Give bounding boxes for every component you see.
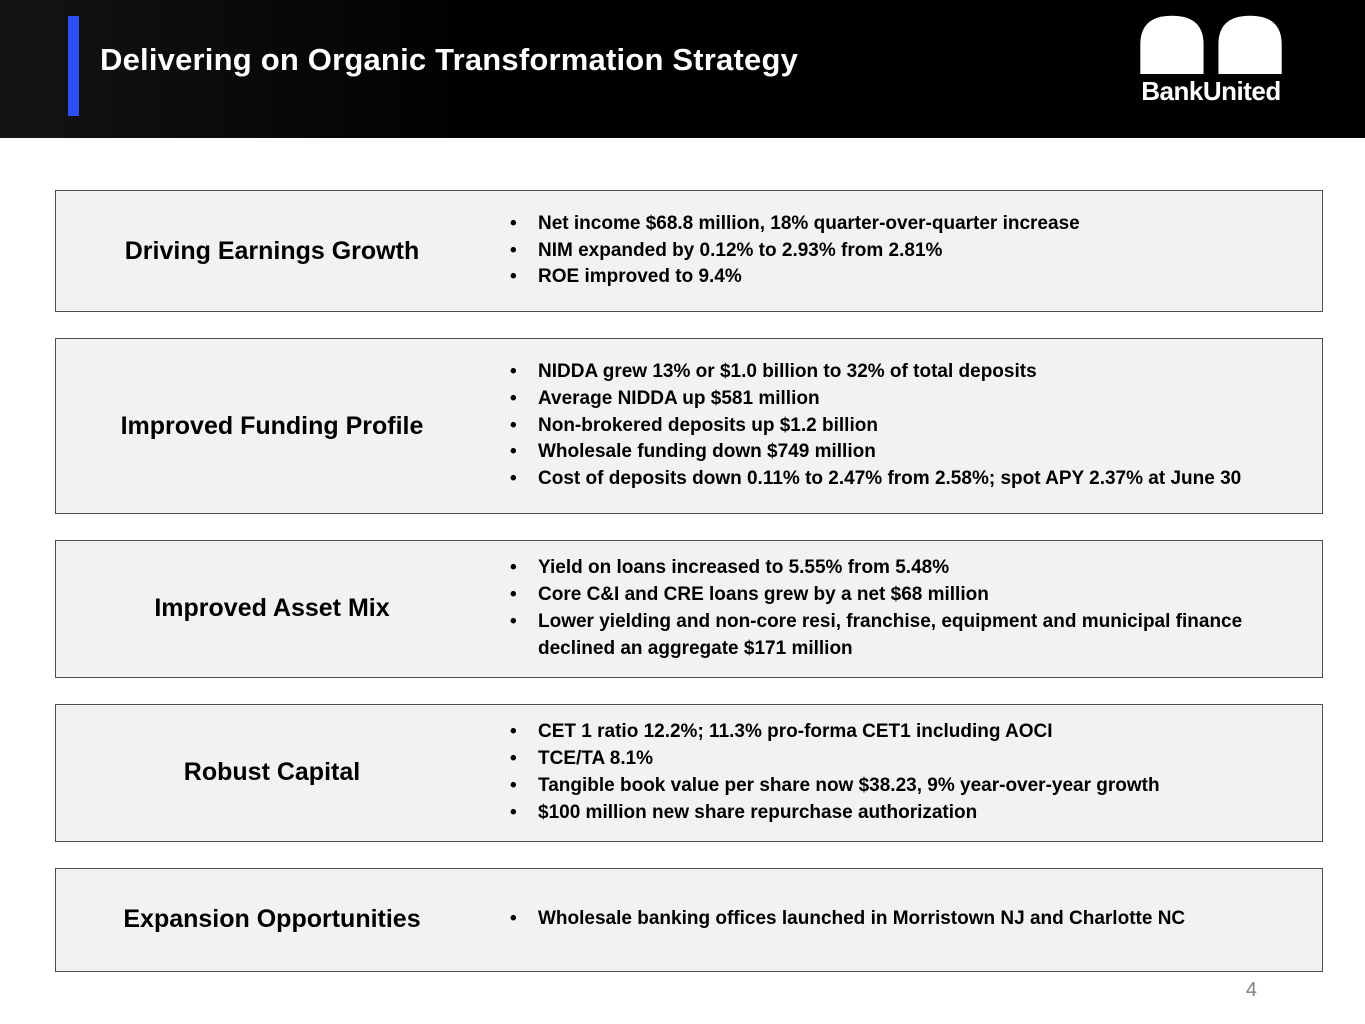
bullet-list: CET 1 ratio 12.2%; 11.3% pro-forma CET1 … <box>488 705 1322 841</box>
slide-header: Delivering on Organic Transformation Str… <box>0 0 1365 138</box>
bankunited-logo: BankUnited <box>1133 12 1289 107</box>
bullet-item: Lower yielding and non-core resi, franch… <box>502 609 1298 663</box>
section-label: Robust Capital <box>183 758 361 787</box>
section-robust-capital: Robust Capital CET 1 ratio 12.2%; 11.3% … <box>55 703 1323 842</box>
bullet-item: CET 1 ratio 12.2%; 11.3% pro-forma CET1 … <box>502 719 1298 746</box>
bullet-item: $100 million new share repurchase author… <box>502 800 1298 827</box>
bullet-item: Net income $68.8 million, 18% quarter-ov… <box>502 211 1298 238</box>
bullet-item: TCE/TA 8.1% <box>502 746 1298 773</box>
bullet-item: Wholesale banking offices launched in Mo… <box>502 906 1298 933</box>
bullet-list: Yield on loans increased to 5.55% from 5… <box>488 541 1322 677</box>
bullet-item: NIM expanded by 0.12% to 2.93% from 2.81… <box>502 238 1298 265</box>
bullet-item: ROE improved to 9.4% <box>502 264 1298 291</box>
bullet-item: NIDDA grew 13% or $1.0 billion to 32% of… <box>502 359 1298 386</box>
bullet-item: Cost of deposits down 0.11% to 2.47% fro… <box>502 466 1298 493</box>
logo-wordmark: BankUnited <box>1141 76 1281 106</box>
bullet-item: Tangible book value per share now $38.23… <box>502 773 1298 800</box>
bullet-item: Non-brokered deposits up $1.2 billion <box>502 413 1298 440</box>
content-area: Driving Earnings Growth Net income $68.8… <box>55 190 1323 998</box>
section-improved-asset-mix: Improved Asset Mix Yield on loans increa… <box>55 540 1323 678</box>
section-label: Expansion Opportunities <box>123 905 421 934</box>
page-number: 4 <box>1245 979 1257 1001</box>
section-improved-funding-profile: Improved Funding Profile NIDDA grew 13% … <box>55 338 1323 514</box>
section-label: Improved Funding Profile <box>120 411 424 440</box>
logo-arches-icon <box>1140 15 1282 74</box>
section-label: Driving Earnings Growth <box>124 236 420 265</box>
accent-bar <box>68 16 79 116</box>
section-label: Improved Asset Mix <box>154 594 390 623</box>
bullet-item: Average NIDDA up $581 million <box>502 386 1298 413</box>
bullet-item: Wholesale funding down $749 million <box>502 439 1298 466</box>
bullet-list: Net income $68.8 million, 18% quarter-ov… <box>488 191 1322 311</box>
bullet-list: Wholesale banking offices launched in Mo… <box>488 869 1322 971</box>
bullet-item: Core C&I and CRE loans grew by a net $68… <box>502 582 1298 609</box>
section-expansion-opportunities: Expansion Opportunities Wholesale bankin… <box>55 867 1323 972</box>
bullet-list: NIDDA grew 13% or $1.0 billion to 32% of… <box>488 339 1322 513</box>
section-driving-earnings-growth: Driving Earnings Growth Net income $68.8… <box>55 190 1323 312</box>
page-title: Delivering on Organic Transformation Str… <box>100 42 799 77</box>
bullet-item: Yield on loans increased to 5.55% from 5… <box>502 555 1298 582</box>
